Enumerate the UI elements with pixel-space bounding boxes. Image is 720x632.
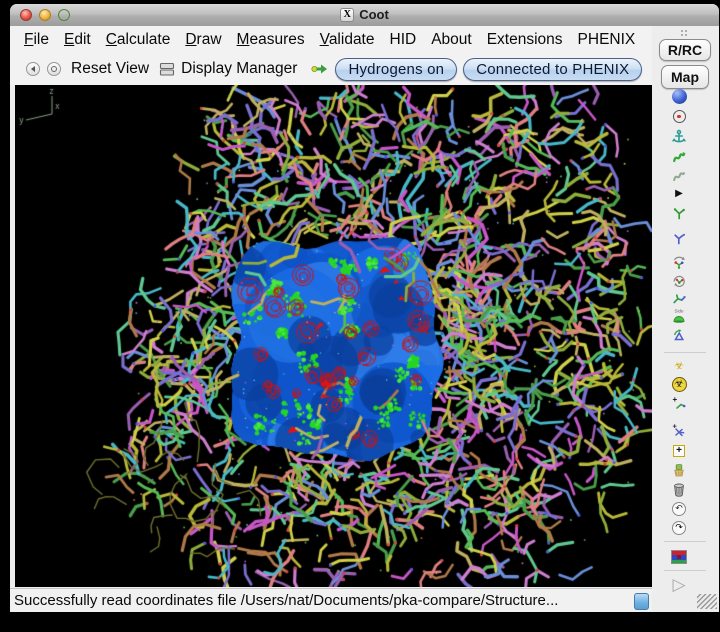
back-circle-icon[interactable] xyxy=(26,62,40,76)
viewport-container xyxy=(15,85,652,587)
run-icon[interactable]: ▷ xyxy=(672,575,686,594)
globe-icon[interactable] xyxy=(668,87,690,106)
status-scroll-thumb[interactable] xyxy=(634,593,649,610)
refine-regularize-control-button[interactable]: R/RC xyxy=(659,39,711,61)
run-arrow-icon[interactable] xyxy=(311,63,328,75)
auto-fit-rotamer-icon[interactable] xyxy=(668,203,690,222)
display-manager-button[interactable]: Display Manager xyxy=(181,60,298,77)
undo-icon[interactable]: ↶ xyxy=(668,499,690,518)
flag-icon[interactable] xyxy=(668,547,690,566)
toolbar-separator xyxy=(664,541,706,542)
zoom-button[interactable] xyxy=(58,9,70,21)
small-hazard-icon[interactable]: ☣ xyxy=(674,360,684,372)
menu-about[interactable]: About xyxy=(431,30,472,48)
add-alt-conf-icon[interactable]: + xyxy=(668,441,690,460)
flip-180-icon[interactable] xyxy=(668,325,690,344)
rigid-body-icon[interactable]: ▶ xyxy=(675,187,683,199)
add-atom-icon[interactable]: + xyxy=(668,393,690,412)
side-chain-dome-label: Side xyxy=(674,308,684,313)
svg-text:+: + xyxy=(673,395,678,404)
add-terminal-residue-icon[interactable]: + xyxy=(668,420,690,439)
phenix-connection-button[interactable]: Connected to PHENIX xyxy=(463,57,643,81)
menu-hid[interactable]: HID xyxy=(389,30,417,48)
rotamers-icon[interactable] xyxy=(668,228,690,247)
radiation-icon[interactable]: ☣ xyxy=(668,375,690,394)
map-button[interactable]: Map xyxy=(661,65,709,89)
menu-measures[interactable]: Measures xyxy=(236,30,305,48)
status-bar: Successfully read coordinates file /User… xyxy=(10,588,652,612)
molecular-viewport[interactable] xyxy=(15,85,652,587)
main-toolbar: Reset View Display Manager Hydrogens on … xyxy=(10,53,652,85)
minimize-button[interactable] xyxy=(39,9,51,21)
mutate-icon[interactable] xyxy=(668,461,690,480)
target-icon[interactable] xyxy=(668,107,690,126)
anchor-icon[interactable] xyxy=(668,127,690,146)
display-manager-icon[interactable] xyxy=(159,62,176,77)
traffic-lights xyxy=(20,9,70,21)
rotate-zone-icon[interactable] xyxy=(668,252,690,271)
window-title-text: Coot xyxy=(359,7,389,22)
toolbar-separator xyxy=(664,352,706,353)
resize-grip[interactable] xyxy=(697,594,717,609)
coot-window: X Coot File Edit Calculate Draw Measures… xyxy=(10,4,719,612)
title-bar[interactable]: X Coot xyxy=(10,4,719,27)
status-message: Successfully read coordinates file /User… xyxy=(14,592,559,609)
menu-file[interactable]: File xyxy=(24,30,49,48)
close-button[interactable] xyxy=(20,9,32,21)
regularize-icon[interactable] xyxy=(668,166,690,185)
right-toolbar-panel: R/RC Map ▶ xyxy=(652,26,719,612)
toolbar-drag-handle[interactable] xyxy=(680,29,689,38)
menu-draw[interactable]: Draw xyxy=(185,30,222,48)
svg-text:+: + xyxy=(673,422,678,431)
hydrogens-toggle-button[interactable]: Hydrogens on xyxy=(335,57,458,81)
menu-bar: File Edit Calculate Draw Measures Valida… xyxy=(10,26,652,53)
flip-peptide-icon[interactable] xyxy=(668,289,690,308)
side-chain-dome-icon[interactable]: Side xyxy=(668,307,690,326)
window-title: X Coot xyxy=(10,7,719,22)
menu-phenix[interactable]: PHENIX xyxy=(577,30,636,48)
menu-edit[interactable]: Edit xyxy=(63,30,91,48)
delete-icon[interactable] xyxy=(668,480,690,499)
x11-icon: X xyxy=(340,7,355,22)
real-space-refine-icon[interactable] xyxy=(668,147,690,166)
menu-validate[interactable]: Validate xyxy=(319,30,375,48)
redo-icon[interactable]: ↷ xyxy=(668,518,690,537)
reset-view-button[interactable]: Reset View xyxy=(71,60,150,77)
menu-extensions[interactable]: Extensions xyxy=(486,30,563,48)
toolbar-separator xyxy=(664,570,706,571)
target-circle-icon[interactable] xyxy=(47,62,61,76)
menu-calculate[interactable]: Calculate xyxy=(105,30,171,48)
rotate-translate-icon[interactable] xyxy=(668,271,690,290)
